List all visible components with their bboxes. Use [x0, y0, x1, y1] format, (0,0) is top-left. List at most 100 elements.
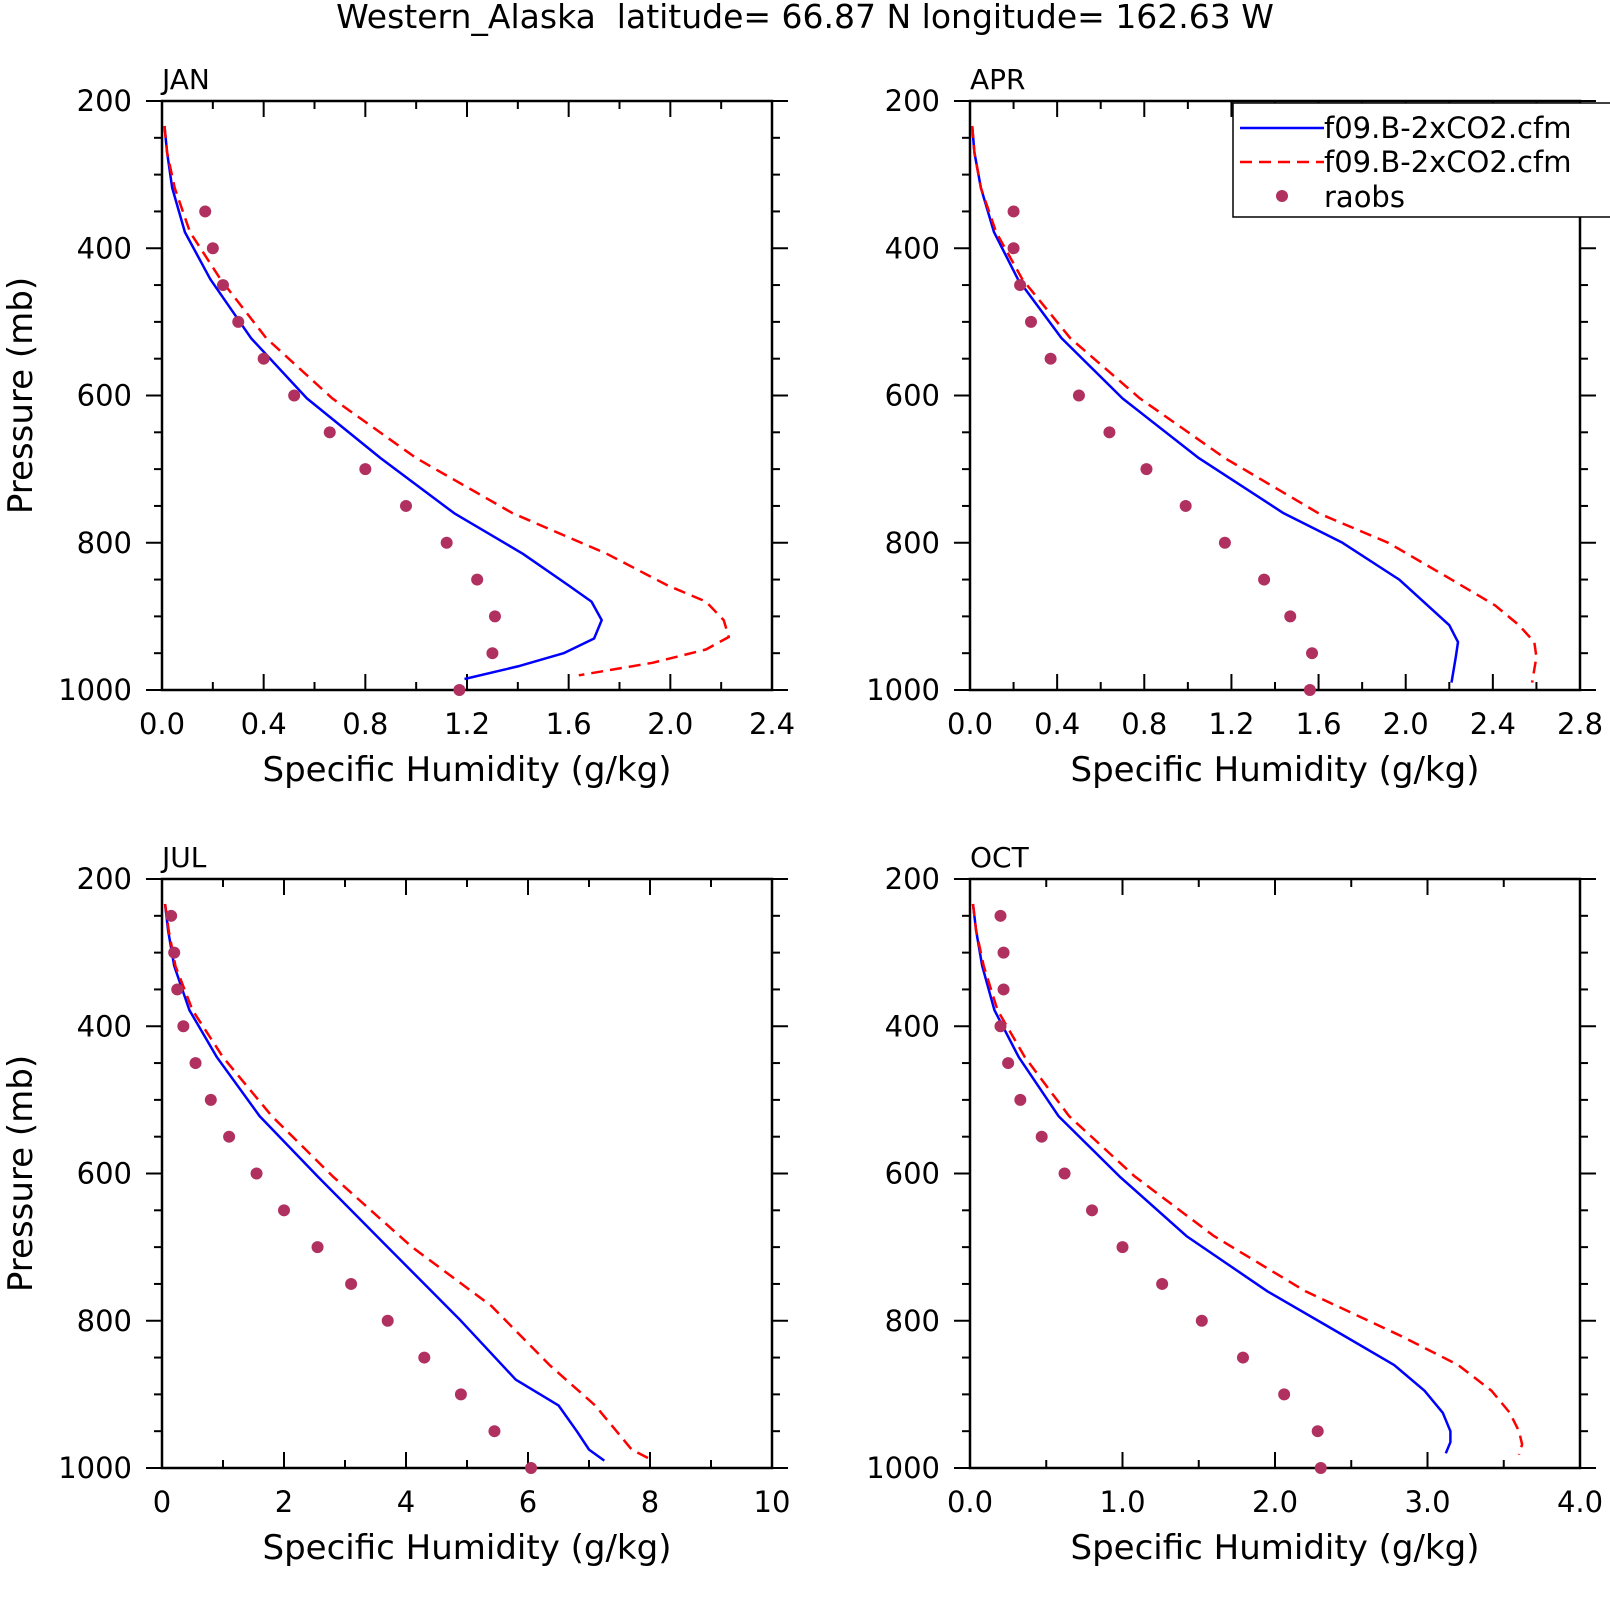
x-tick-label: 1.6 — [546, 707, 592, 741]
raobs-point — [1007, 205, 1020, 218]
plot-frame — [160, 99, 774, 692]
legend-label-2: f09.B-2xCO2.cfm — [1324, 145, 1571, 179]
raobs-point — [1306, 647, 1319, 660]
legend: f09.B-2xCO2.cfm f09.B-2xCO2.cfm raobs — [1232, 102, 1610, 218]
raobs-point — [1218, 536, 1231, 549]
x-axis-label: Specific Humidity (g/kg) — [263, 750, 672, 790]
series-line-dashed — [970, 125, 1538, 683]
panel-jul: JUL 0 2 4 6 8 10 200 400 600 800 1000 Specific Humid… — [1, 841, 790, 1568]
raobs-point — [418, 1351, 431, 1364]
y-tick-label: 800 — [885, 1304, 940, 1338]
y-tick-label: 800 — [885, 526, 940, 560]
x-tick-label: 0.4 — [241, 707, 287, 741]
raobs-point — [1103, 426, 1116, 439]
series-line-dashed — [163, 125, 731, 677]
y-tick-label: 800 — [77, 1304, 132, 1338]
x-tick-label: 0.0 — [139, 707, 185, 741]
raobs-point — [177, 1020, 190, 1033]
raobs-point — [204, 1093, 217, 1106]
y-tick-label: 600 — [77, 1157, 132, 1191]
raobs-point — [359, 463, 372, 476]
raobs-point — [1195, 1314, 1208, 1327]
legend-label-1: f09.B-2xCO2.cfm — [1324, 111, 1571, 145]
raobs-point — [400, 499, 412, 512]
y-tick-label: 1000 — [866, 1451, 940, 1485]
raobs-point — [525, 1462, 538, 1474]
raobs-point — [994, 909, 1007, 922]
x-tick-label: 10 — [754, 1485, 791, 1519]
panel-apr: APR 0.0 0.4 0.8 1.2 1.6 2.0 2.4 2.8 200 400 600 800 1… — [866, 63, 1603, 790]
x-tick-label: 4.0 — [1557, 1485, 1603, 1519]
raobs-point — [206, 242, 219, 255]
panel-label: OCT — [970, 841, 1030, 874]
raobs-point — [168, 946, 181, 959]
x-tick-label: 2.8 — [1557, 707, 1603, 741]
series-line-solid — [163, 903, 606, 1462]
figure-title: Western_Alaska latitude= 66.87 N longitu… — [336, 0, 1274, 36]
raobs-point — [1311, 1425, 1324, 1438]
raobs-point — [1035, 1130, 1048, 1143]
x-tick-label: 2.4 — [1470, 707, 1516, 741]
raobs-point — [189, 1057, 202, 1070]
y-tick-label: 200 — [77, 84, 132, 118]
y-tick-label: 1000 — [866, 673, 940, 707]
x-axis-label: Specific Humidity (g/kg) — [263, 1528, 672, 1568]
x-axis-label: Specific Humidity (g/kg) — [1071, 750, 1480, 790]
x-tick-label: 1.6 — [1296, 707, 1342, 741]
raobs-point — [323, 426, 336, 439]
legend-box — [1232, 102, 1610, 218]
panel-label: JUL — [160, 841, 207, 874]
y-axis-label: Pressure (mb) — [1, 1055, 41, 1292]
panel-label: JAN — [160, 63, 210, 96]
x-tick-label: 0 — [153, 1485, 171, 1519]
raobs-point — [471, 573, 484, 586]
x-tick-label: 2 — [275, 1485, 293, 1519]
x-tick-label: 0.8 — [342, 707, 388, 741]
raobs-point — [994, 1020, 1007, 1033]
raobs-point — [486, 647, 499, 660]
panel-oct: OCT 0.0 1.0 2.0 3.0 4.0 200 400 600 800 1000 Specif… — [866, 841, 1603, 1568]
x-tick-label: 3.0 — [1404, 1485, 1450, 1519]
raobs-point — [165, 909, 178, 922]
x-tick-label: 0.4 — [1034, 707, 1080, 741]
y-tick-label: 600 — [77, 379, 132, 413]
raobs-point — [1025, 315, 1037, 328]
x-axis-label: Specific Humidity (g/kg) — [1071, 1528, 1480, 1568]
raobs-point — [1058, 1167, 1071, 1180]
raobs-point — [453, 684, 466, 696]
panel-jan: JAN 0.0 0.4 0.8 1.2 1.6 2.0 2.4 200 400 600 800 1000… — [1, 63, 795, 790]
raobs-point — [1072, 389, 1085, 402]
x-tick-label: 4 — [397, 1485, 415, 1519]
raobs-point — [199, 205, 212, 218]
raobs-point — [288, 389, 301, 402]
raobs-point — [1156, 1277, 1169, 1290]
y-tick-label: 400 — [77, 1009, 132, 1043]
y-tick-label: 600 — [885, 379, 940, 413]
raobs-point — [1086, 1204, 1098, 1217]
raobs-point — [1116, 1241, 1129, 1254]
legend-marker — [1276, 190, 1288, 202]
y-tick-label: 400 — [885, 231, 940, 265]
raobs-point — [232, 315, 245, 328]
raobs-point — [1278, 1388, 1291, 1401]
y-tick-label: 1000 — [58, 673, 132, 707]
x-tick-label: 6 — [519, 1485, 537, 1519]
raobs-point — [381, 1314, 394, 1327]
y-tick-label: 400 — [885, 1009, 940, 1043]
y-axis-label: Pressure (mb) — [1, 277, 41, 514]
series-line-dashed — [971, 903, 1524, 1456]
raobs-point — [1258, 573, 1271, 586]
y-tick-label: 200 — [885, 862, 940, 896]
y-tick-label: 1000 — [58, 1451, 132, 1485]
raobs-point — [1002, 1057, 1015, 1070]
legend-label-3: raobs — [1324, 180, 1405, 214]
raobs-point — [1014, 279, 1027, 292]
raobs-point — [257, 352, 270, 365]
raobs-point — [454, 1388, 467, 1401]
y-tick-label: 400 — [77, 231, 132, 265]
raobs-point — [1140, 463, 1153, 476]
x-tick-label: 2.0 — [1383, 707, 1429, 741]
x-tick-label: 0.0 — [947, 707, 993, 741]
series-line-dashed — [163, 903, 654, 1462]
